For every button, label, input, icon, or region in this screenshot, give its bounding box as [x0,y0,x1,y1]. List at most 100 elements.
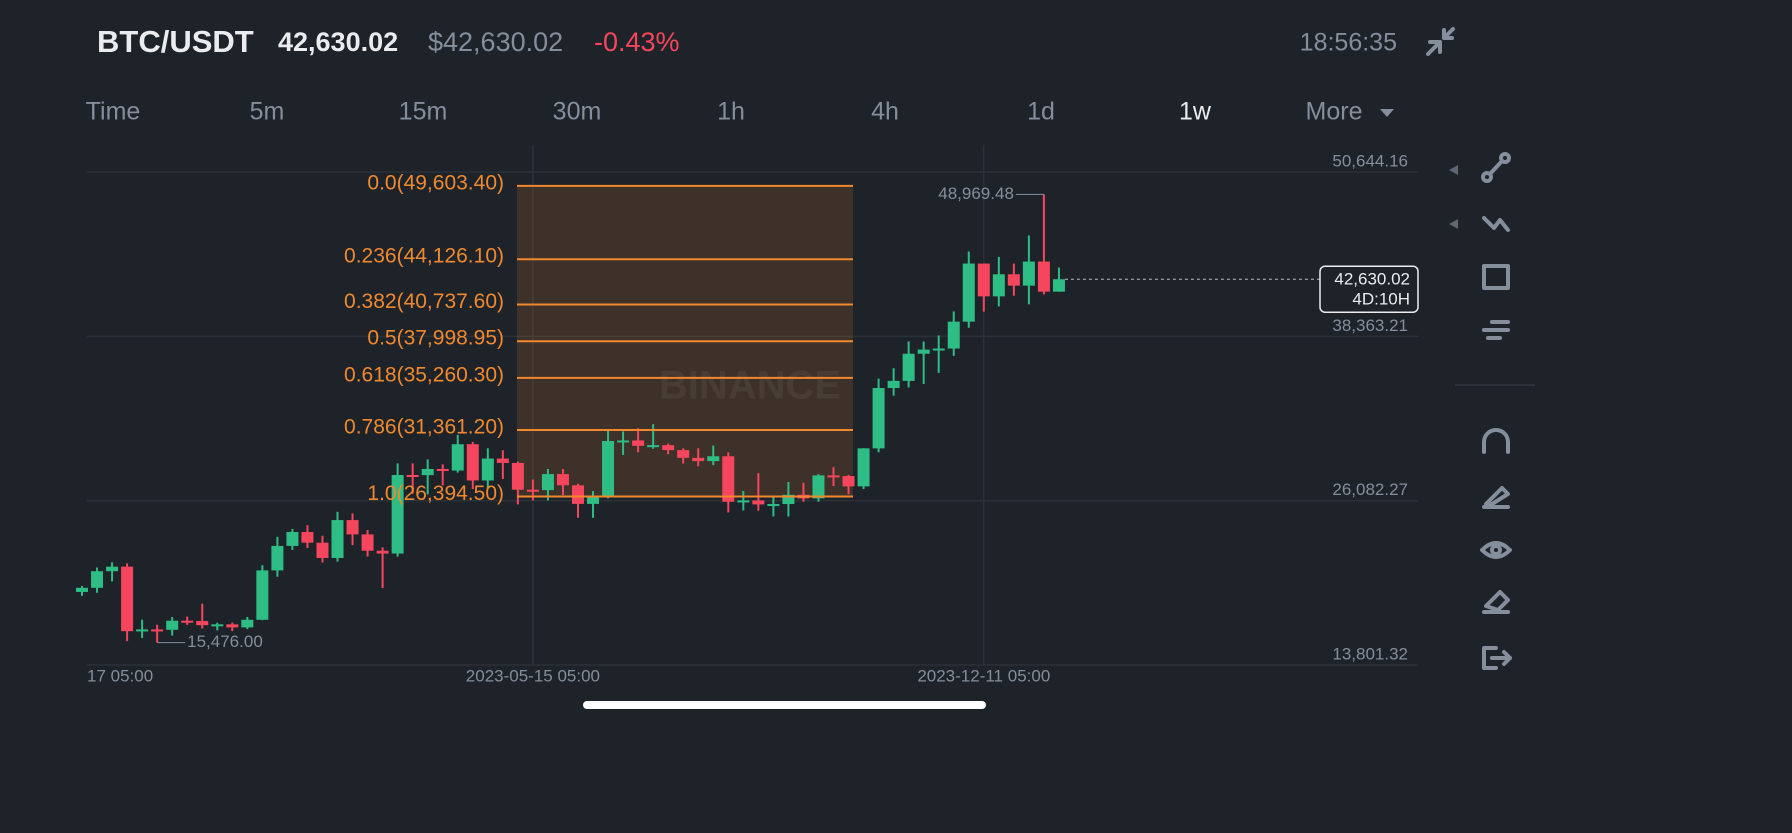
countdown: 4D:10H [1352,290,1410,309]
annotation-label: 48,969.48 [938,184,1014,203]
pair[interactable]: BTC/USDT [97,24,254,59]
annotation-label: 15,476.00 [187,632,263,651]
candle-body [992,274,1005,297]
fib-tool[interactable] [1482,320,1510,340]
candle-body [677,450,690,458]
candle-body [256,570,269,620]
candle-body [617,440,630,443]
interval-tab[interactable]: 1w [1179,98,1212,126]
exit-tool[interactable] [1482,646,1512,670]
y-tick-label: 26,082.27 [1332,480,1408,499]
candle-body [181,620,194,623]
x-tick-label: 2023-05-15 05:00 [466,666,600,685]
candle-body [466,444,479,481]
more-arrow [1380,109,1394,117]
interval-tabs: Time 5m 15m 30m 1h 4h 1d 1w More [86,98,1363,126]
candle-body [887,380,900,389]
candle-body [782,494,795,505]
candle-body [331,520,344,558]
candle-body [121,566,134,632]
pen-tool[interactable] [1482,486,1510,509]
interval-tab[interactable]: 4h [871,98,899,126]
candle-body [647,445,660,448]
candle-body [541,474,554,491]
candle-body [587,497,600,504]
candle-body [391,474,404,554]
fib-label: 1.0(26,394.50) [367,482,504,505]
candle-body [947,321,960,349]
candle-body [211,624,224,627]
y-tick-label: 38,363.21 [1332,316,1408,335]
line-tool[interactable] [1481,152,1511,183]
x-tick-label: 2023-12-11 05:00 [917,666,1050,685]
candle-body [1037,261,1050,292]
eraser-tool[interactable] [1482,590,1510,614]
y-tick-label: 13,801.32 [1332,644,1408,663]
candle-body [917,349,930,354]
candle-body [872,388,885,449]
change: -0.43% [594,27,680,57]
candle-body [526,489,539,492]
interval-tab[interactable]: 1d [1027,98,1055,126]
interval-tab[interactable]: 1h [717,98,745,126]
candle-body [767,504,780,507]
candle-body [91,571,104,588]
candle-body [406,474,419,477]
candle-body [962,263,975,322]
candle-body [301,532,314,543]
interval-tab[interactable]: More [1306,98,1363,126]
candle-body [902,353,915,381]
fib-label: 0.618(35,260.30) [344,363,504,386]
interval-tab[interactable]: Time [86,98,141,126]
candle-body [286,532,299,546]
interval-tab[interactable]: 30m [553,98,602,126]
candle-body [376,550,389,554]
candle-body [722,456,735,502]
candle-body [556,474,569,486]
y-tick-label: 50,644.16 [1332,151,1408,170]
last-price-label: 42,630.02 [1334,270,1410,289]
candle-body [361,534,374,551]
shape-tool[interactable] [1482,264,1510,290]
watermark: BINANCE [659,364,841,408]
candle-body [421,468,434,476]
candle-body [602,441,615,498]
candle-body [632,440,645,446]
home-indicator [583,701,986,709]
eye-tool[interactable] [1480,541,1512,559]
candle-body [106,566,119,572]
collapse-icon[interactable] [1426,27,1455,56]
interval-tab[interactable]: 5m [250,98,285,126]
trend-tool[interactable] [1482,216,1510,232]
candle-body [827,475,840,478]
fib-label: 0.236(44,126.10) [344,245,504,268]
candle-body [316,542,329,558]
candle-body [692,457,705,462]
candle-body [496,458,509,463]
magnet-tool[interactable] [1482,428,1510,454]
candle-body [271,545,284,571]
clock: 18:56:35 [1300,29,1397,57]
candle-body [151,629,164,632]
candle-body [76,587,88,592]
fib-label: 0.0(49,603.40) [367,171,504,194]
candle-body [707,456,720,462]
usd-price: $42,630.02 [428,27,563,57]
fib-label: 0.382(40,737.60) [344,290,504,313]
candle-body [226,624,239,628]
candle-body [241,619,254,628]
candle-body [346,520,359,535]
candle-body [451,444,464,471]
price: 42,630.02 [278,27,398,57]
candle-body [571,485,584,504]
candle-body [977,263,990,297]
candle-body [662,445,675,451]
candle-body [1052,279,1065,292]
candle-body [1022,261,1035,286]
interval-tab[interactable]: 15m [399,98,448,126]
toolbar-arrows [1449,165,1458,229]
candle-body [196,620,209,626]
candle-body [511,462,524,490]
